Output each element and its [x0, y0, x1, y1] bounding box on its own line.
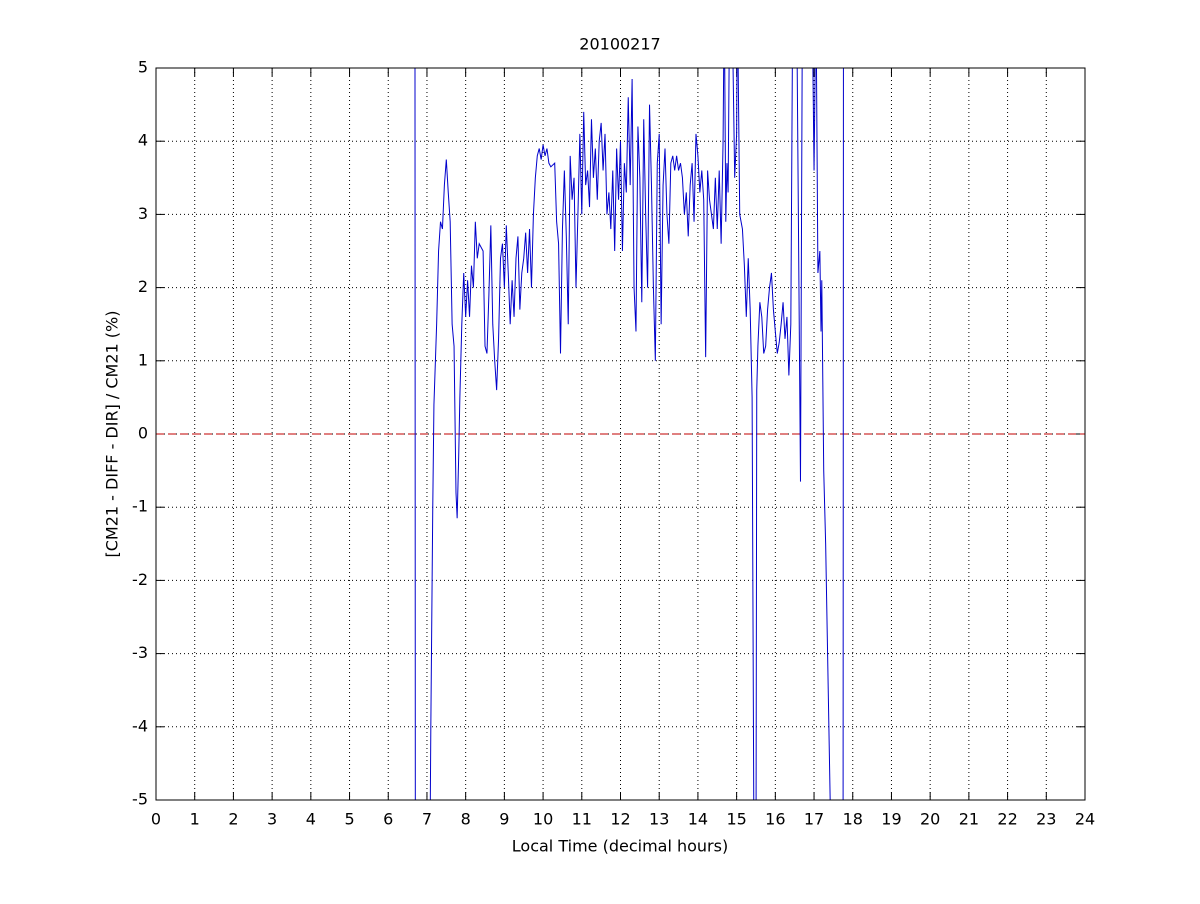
x-tick-label: 16: [765, 810, 785, 829]
y-tick-label: -3: [132, 643, 148, 662]
x-tick-label: 0: [151, 810, 161, 829]
x-axis-label: Local Time (decimal hours): [512, 837, 728, 856]
x-tick-label: 1: [190, 810, 200, 829]
x-tick-label: 17: [804, 810, 824, 829]
y-tick-label: -1: [132, 497, 148, 516]
x-tick-label: 11: [572, 810, 592, 829]
data-line: [414, 68, 844, 800]
x-tick-label: 23: [1036, 810, 1056, 829]
x-tick-label: 4: [306, 810, 316, 829]
x-tick-label: 12: [610, 810, 630, 829]
x-tick-label: 10: [533, 810, 553, 829]
x-tick-label: 14: [688, 810, 708, 829]
chart-title: 20100217: [579, 35, 660, 54]
x-tick-label: 9: [499, 810, 509, 829]
x-tick-label: 13: [649, 810, 669, 829]
x-tick-label: 18: [843, 810, 863, 829]
y-tick-label: 4: [138, 131, 148, 150]
x-tick-label: 19: [881, 810, 901, 829]
y-tick-label: 5: [138, 58, 148, 77]
axes-box: [155, 67, 1086, 801]
y-tick-label: 0: [138, 424, 148, 443]
x-tick-label: 8: [461, 810, 471, 829]
y-tick-label: -4: [132, 716, 148, 735]
x-tick-label: 2: [228, 810, 238, 829]
y-tick-label: 1: [138, 350, 148, 369]
x-tick-label: 24: [1075, 810, 1095, 829]
x-tick-label: 22: [997, 810, 1017, 829]
y-tick-label: -5: [132, 790, 148, 809]
x-tick-label: 20: [920, 810, 940, 829]
x-tick-label: 15: [726, 810, 746, 829]
x-tick-label: 7: [422, 810, 432, 829]
y-tick-label: 2: [138, 277, 148, 296]
x-tick-label: 6: [383, 810, 393, 829]
x-tick-label: 5: [344, 810, 354, 829]
x-tick-label: 3: [267, 810, 277, 829]
x-tick-label: 21: [959, 810, 979, 829]
y-tick-label: -2: [132, 570, 148, 589]
y-axis-label: [CM21 - DIFF - DIR] / CM21 (%): [103, 311, 122, 558]
y-tick-label: 3: [138, 204, 148, 223]
